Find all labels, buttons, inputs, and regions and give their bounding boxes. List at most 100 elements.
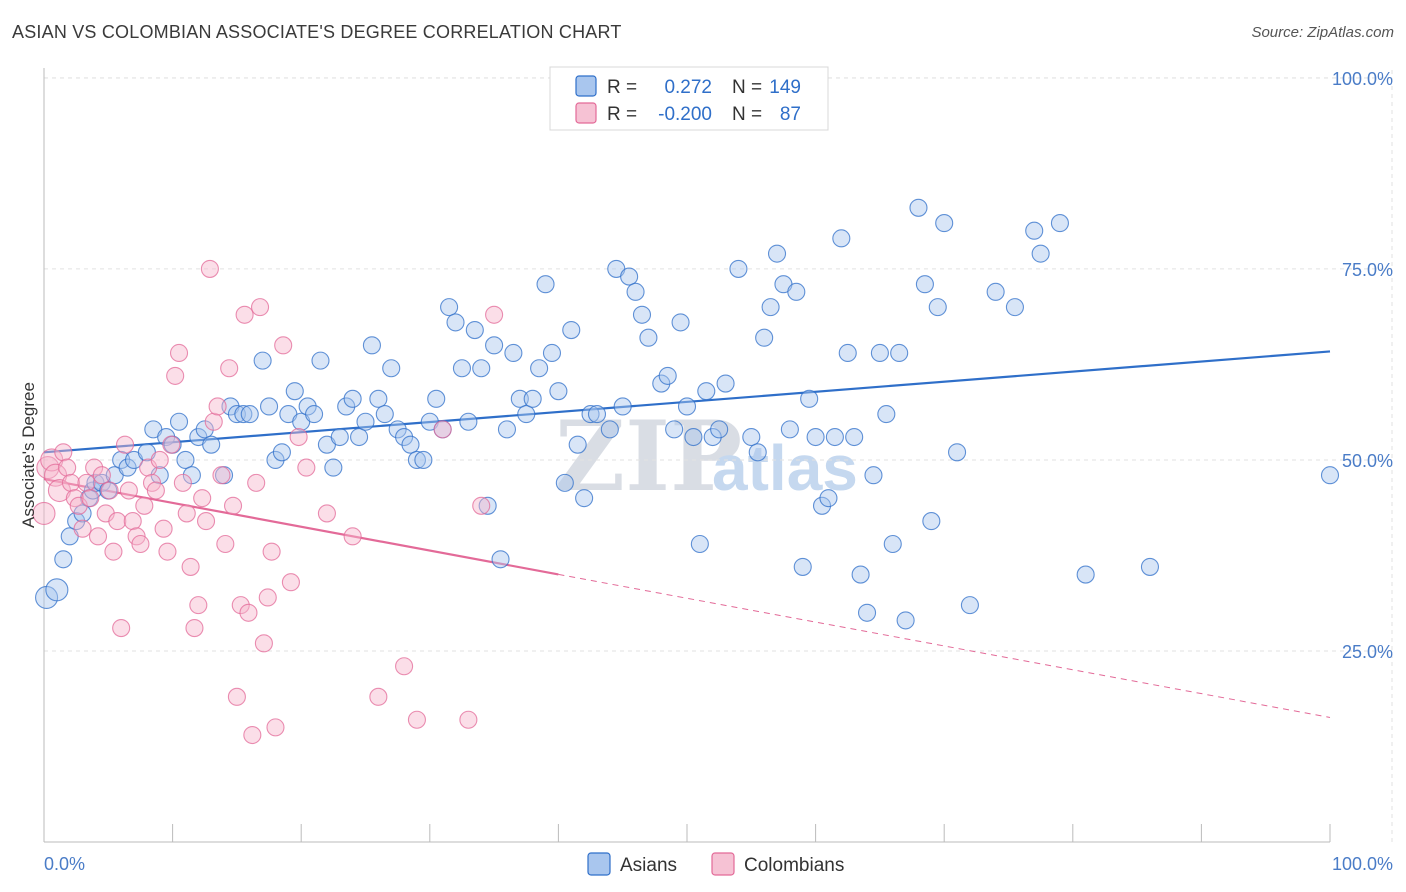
- y-tick-label-3: 100.0%: [1332, 69, 1393, 89]
- point-colombians-42: [196, 512, 216, 531]
- data-points: [32, 198, 1340, 745]
- point-colombians-48: [220, 359, 239, 378]
- point-asians-142: [1320, 466, 1340, 485]
- point-colombians-13: [85, 458, 104, 477]
- point-colombians-72: [472, 496, 491, 515]
- point-asians-129: [915, 275, 934, 294]
- point-asians-115: [819, 489, 838, 508]
- point-asians-64: [465, 321, 484, 340]
- point-asians-141: [1140, 557, 1160, 576]
- point-asians-127: [896, 611, 915, 630]
- point-asians-72: [517, 405, 536, 424]
- point-asians-73: [523, 389, 542, 408]
- point-colombians-50: [227, 687, 246, 706]
- point-asians-98: [697, 382, 716, 401]
- x-tick-label-max: 100.0%: [1332, 854, 1393, 874]
- point-colombians-31: [154, 519, 173, 538]
- series-legend: Asians Colombians: [587, 852, 844, 876]
- point-colombians-38: [181, 557, 200, 576]
- point-colombians-60: [266, 718, 285, 737]
- point-colombians-40: [189, 596, 208, 615]
- point-colombians-14: [88, 527, 108, 546]
- point-asians-93: [665, 420, 684, 439]
- point-asians-43: [330, 427, 349, 447]
- point-colombians-54: [243, 725, 262, 745]
- point-colombians-57: [254, 634, 273, 653]
- point-colombians-37: [177, 504, 196, 523]
- chart-title: ASIAN VS COLOMBIAN ASSOCIATE'S DEGREE CO…: [12, 22, 622, 42]
- point-asians-87: [620, 267, 639, 286]
- point-colombians-17: [100, 481, 119, 500]
- point-asians-107: [767, 244, 787, 263]
- point-asians-136: [1005, 298, 1024, 317]
- point-asians-104: [748, 443, 767, 462]
- point-colombians-47: [216, 534, 235, 554]
- point-asians-110: [787, 282, 806, 301]
- bottom-legend-swatch-asians: [587, 852, 611, 876]
- point-colombians-32: [158, 542, 177, 561]
- bottom-legend-label-colombians: Colombians: [744, 855, 844, 876]
- point-asians-137: [1025, 221, 1044, 240]
- point-asians-128: [909, 198, 928, 217]
- point-asians-132: [935, 214, 954, 233]
- point-asians-103: [742, 427, 761, 447]
- point-colombians-62: [281, 573, 300, 592]
- point-asians-42: [324, 458, 343, 477]
- point-colombians-71: [459, 710, 478, 729]
- x-tick-label-min: 0.0%: [44, 854, 85, 874]
- point-asians-67: [485, 336, 504, 355]
- point-asians-54: [401, 435, 420, 454]
- bottom-legend-swatch-colombians: [711, 852, 735, 876]
- point-colombians-61: [274, 336, 293, 355]
- point-asians-96: [684, 427, 703, 447]
- watermark-zip: ZIP: [555, 400, 742, 513]
- point-asians-21: [176, 450, 195, 469]
- point-colombians-23: [123, 512, 142, 531]
- legend-r-label-asians: R =: [607, 77, 637, 98]
- point-asians-82: [581, 405, 600, 424]
- point-colombians-63: [289, 427, 308, 447]
- point-asians-121: [857, 603, 877, 622]
- point-colombians-58: [258, 588, 277, 607]
- point-asians-61: [446, 313, 465, 332]
- point-colombians-11: [77, 473, 96, 492]
- point-asians-77: [549, 382, 568, 401]
- legend-r-label-colombians: R =: [607, 104, 637, 125]
- point-colombians-41: [193, 489, 212, 508]
- point-colombians-53: [239, 603, 258, 622]
- point-colombians-68: [395, 657, 414, 676]
- point-colombians-59: [262, 542, 281, 561]
- point-asians-91: [652, 374, 671, 393]
- point-asians-116: [825, 427, 844, 447]
- point-asians-100: [710, 420, 729, 439]
- point-asians-86: [613, 397, 632, 416]
- y-tick-label-1: 50.0%: [1342, 451, 1393, 471]
- point-asians-101: [716, 374, 735, 393]
- point-asians-33: [266, 450, 285, 469]
- point-colombians-30: [150, 450, 169, 469]
- point-asians-102: [729, 259, 748, 278]
- point-asians-45: [343, 389, 362, 408]
- point-asians-99: [703, 427, 722, 447]
- point-asians-89: [632, 305, 652, 324]
- point-asians-117: [832, 229, 851, 248]
- point-asians-38: [298, 397, 317, 416]
- point-asians-114: [812, 496, 832, 515]
- point-colombians-35: [169, 343, 189, 363]
- point-asians-78: [555, 473, 574, 492]
- point-asians-31: [253, 351, 272, 370]
- point-colombians-19: [108, 512, 127, 531]
- point-colombians-36: [173, 473, 192, 492]
- point-colombians-20: [112, 619, 131, 638]
- point-asians-81: [575, 489, 594, 508]
- point-asians-47: [356, 412, 375, 431]
- point-asians-90: [639, 328, 658, 347]
- point-asians-124: [877, 405, 896, 424]
- point-asians-125: [883, 534, 902, 554]
- point-asians-58: [427, 389, 446, 408]
- point-asians-92: [658, 366, 677, 385]
- point-colombians-73: [485, 305, 504, 324]
- point-asians-69: [497, 420, 517, 439]
- point-asians-94: [671, 313, 690, 332]
- point-colombians-44: [204, 412, 223, 431]
